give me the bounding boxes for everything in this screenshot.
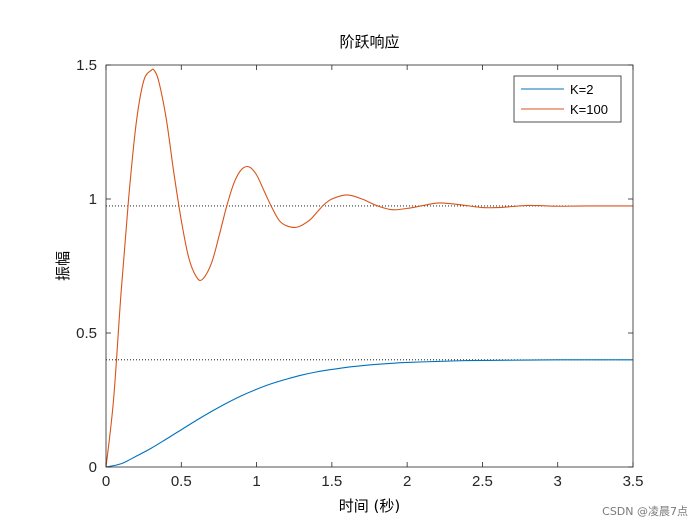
axes-layer [105,64,634,468]
x-tick-label: 2.5 [472,473,493,490]
plot-background [106,65,633,467]
x-tick-label: 3 [554,473,562,490]
y-axis-title: 振幅 [54,251,72,281]
legend-label: K=2 [570,82,594,97]
y-tick-label: 0.5 [76,325,97,342]
series-line-k-100 [105,68,634,468]
legend-box [513,75,622,123]
ticks-layer: 0 0.5 1 1.5 2 2.5 3 3.5 0 0.5 1 1.5 [76,57,643,490]
legend-label: K=100 [570,102,608,117]
x-tick-label: 0 [102,473,110,490]
x-tick-label: 2 [403,473,411,490]
x-axis-title: 时间 (秒) [339,497,400,515]
x-tick-label: 1.5 [321,473,342,490]
y-tick-label: 1.5 [76,57,97,74]
axes-box [105,64,634,468]
reference-lines [106,205,633,361]
series-layer [105,68,634,468]
watermark-text: CSDN @凌晨7点 [602,505,688,518]
x-tick-label: 1 [252,473,260,490]
x-tick-label: 3.5 [623,473,644,490]
y-tick-label: 0 [89,459,97,476]
legend: K=2 K=100 [513,75,622,123]
x-tick-label: 0.5 [171,473,192,490]
y-tick-label: 1 [89,191,97,208]
chart-title: 阶跃响应 [339,33,399,51]
series-line-k-2 [105,359,633,468]
